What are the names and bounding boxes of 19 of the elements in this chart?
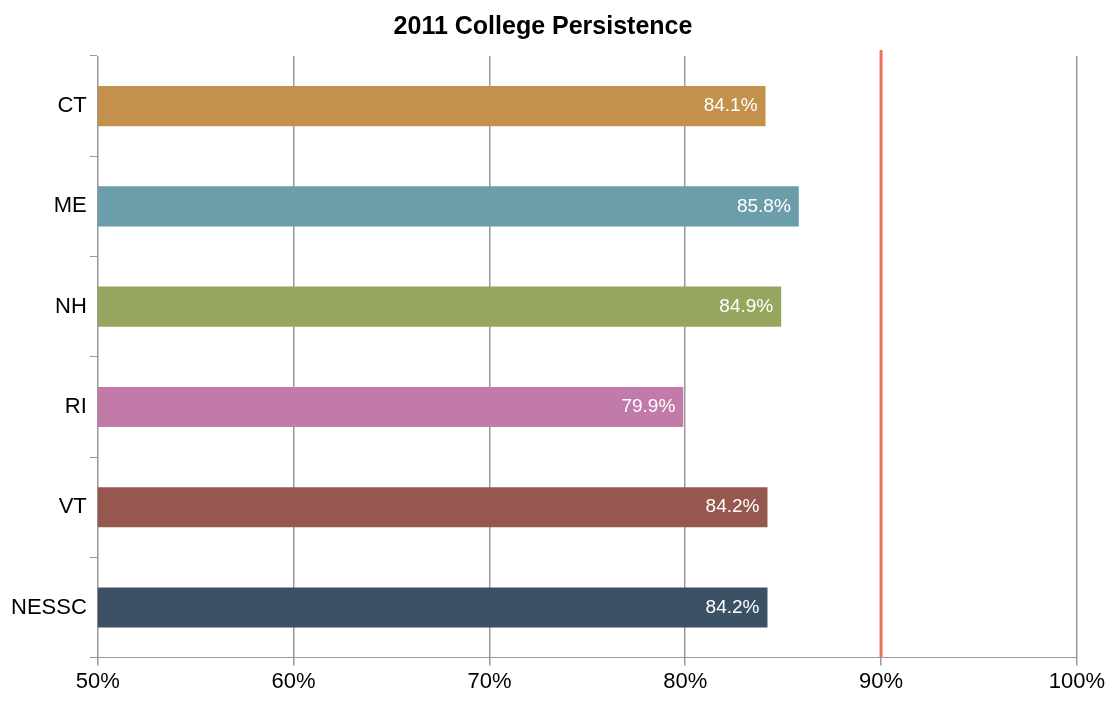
y-tick-label: NH [55,292,87,318]
data-label: 84.2% [705,595,760,617]
data-label: 79.9% [621,395,676,417]
y-tick-label: VT [58,493,87,519]
data-label: 84.1% [703,94,758,116]
x-tick-label: 100% [1048,667,1106,693]
x-tick-label: 50% [75,667,120,693]
data-label: 84.9% [719,294,774,316]
chart-title: 2011 College Persistence [393,10,693,39]
x-tick-label: 90% [859,667,904,693]
x-tick-label: 80% [663,667,708,693]
y-tick-label: ME [53,192,87,218]
data-label: 84.2% [705,495,760,517]
y-tick-label: RI [64,393,87,418]
y-tick-label: CT [57,92,87,118]
y-tick-label: NESSC [11,593,87,619]
x-tick-label: 60% [271,667,316,693]
data-label: 85.8% [736,194,791,216]
x-tick-label: 70% [467,667,512,693]
